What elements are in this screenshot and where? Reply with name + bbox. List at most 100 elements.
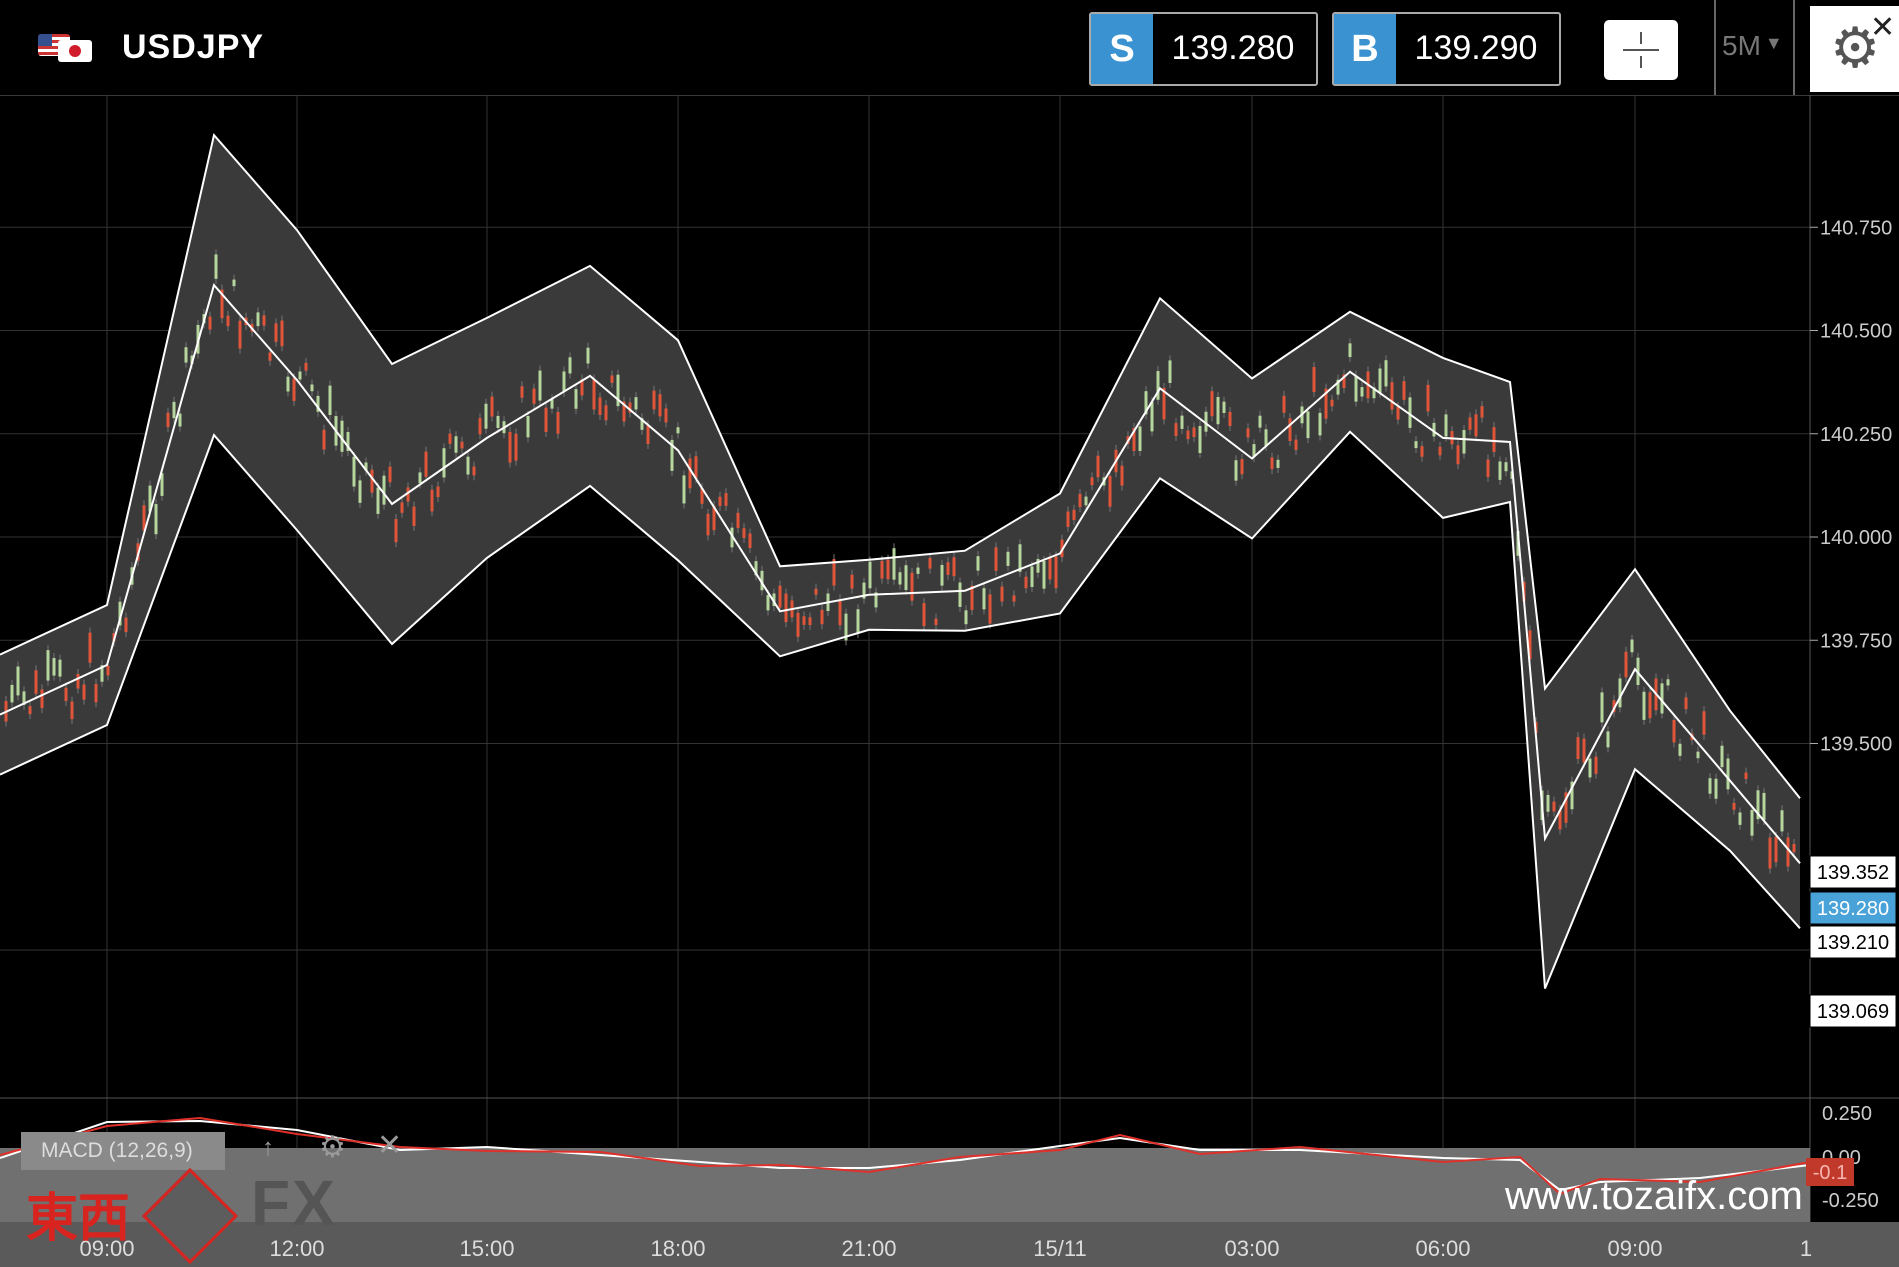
bear-candle (736, 512, 740, 528)
bear-candle (238, 320, 242, 349)
bear-candle (1240, 459, 1244, 475)
bear-candle (718, 496, 722, 506)
bull-candle (1666, 679, 1670, 686)
currency-pair-flags (38, 34, 94, 62)
bear-candle (532, 388, 536, 404)
crosshair-button[interactable] (1604, 20, 1678, 80)
price-tag-label: 139.280 (1817, 898, 1889, 920)
bull-candle (538, 370, 542, 401)
bear-candle (1000, 586, 1004, 602)
price-tag-lower-band (1809, 994, 1897, 1028)
bear-candle (1270, 457, 1274, 470)
bull-candle (1036, 558, 1040, 573)
timeframe-select[interactable]: 5M ▼ (1722, 30, 1783, 62)
bull-candle (232, 279, 236, 287)
bear-candle (166, 412, 170, 428)
bull-candle (640, 418, 644, 430)
bull-candle (1006, 551, 1010, 566)
bear-candle (268, 352, 272, 361)
bull-candle (1444, 414, 1448, 437)
bear-candle (208, 316, 212, 330)
bull-candle (1198, 426, 1202, 454)
bear-candle (664, 408, 668, 423)
bull-candle (22, 691, 26, 705)
price-tick-label: 140.000 (1820, 527, 1892, 549)
brand-logo: 東西 FX (26, 1160, 386, 1265)
bear-candle (994, 547, 998, 571)
sell-button[interactable]: S 139.280 (1089, 12, 1318, 86)
bear-candle (514, 433, 518, 461)
buy-button[interactable]: B 139.290 (1332, 12, 1561, 86)
bull-candle (670, 439, 674, 471)
bull-candle (958, 582, 962, 607)
bull-candle (310, 384, 314, 392)
settings-button[interactable]: ⚙ ✕ (1810, 6, 1899, 92)
bear-candle (1438, 446, 1442, 456)
timeframe-value: 5M (1722, 30, 1761, 61)
bear-candle (1210, 391, 1214, 417)
price-tag-middle-band (1809, 925, 1897, 959)
bear-candle (1054, 556, 1058, 589)
bull-candle (1030, 566, 1034, 587)
symbol-title[interactable]: USDJPY (122, 28, 265, 66)
bull-candle (100, 665, 104, 682)
bear-candle (1012, 595, 1016, 602)
bear-candle (922, 603, 926, 627)
bull-candle (46, 650, 50, 681)
bull-candle (1354, 375, 1358, 402)
bull-candle (1726, 758, 1730, 790)
bear-candle (94, 684, 98, 703)
bull-candle (562, 371, 566, 392)
bear-candle (1312, 367, 1316, 393)
bear-candle (712, 505, 716, 531)
bear-candle (436, 486, 440, 498)
move-up-icon[interactable]: ↑ (262, 1134, 274, 1161)
bear-candle (1294, 439, 1298, 451)
dropdown-arrow-icon: ▼ (1764, 33, 1783, 53)
bear-candle (394, 519, 398, 543)
price-tag-label: 139.210 (1817, 932, 1889, 954)
bull-candle (874, 592, 878, 608)
bear-candle (1078, 493, 1082, 508)
macd-tick-label: 0.250 (1822, 1103, 1872, 1125)
bear-candle (1420, 446, 1424, 457)
bear-candle (226, 315, 230, 327)
gear-icon: ⚙ (1830, 16, 1881, 79)
bull-candle (568, 357, 572, 374)
buy-label: B (1334, 14, 1396, 84)
bear-candle (946, 562, 950, 575)
bull-candle (1018, 544, 1022, 572)
bull-candle (1570, 781, 1574, 810)
bear-candle (1342, 374, 1346, 389)
indicator-settings-icon[interactable]: ⚙ (319, 1131, 346, 1164)
bear-candle (292, 378, 296, 401)
bear-candle (814, 588, 818, 595)
bull-candle (1156, 371, 1160, 400)
bear-candle (658, 394, 662, 417)
bear-candle (1594, 756, 1598, 774)
bull-candle (184, 347, 188, 363)
bear-candle (1396, 406, 1400, 420)
bull-candle (772, 593, 776, 607)
bear-candle (706, 513, 710, 536)
price-tag-label: 139.352 (1817, 862, 1889, 884)
bull-candle (160, 473, 164, 496)
indicator-label[interactable]: MACD (12,26,9) (21, 1132, 225, 1170)
remove-indicator-icon[interactable]: ✕ (377, 1129, 403, 1162)
bull-candle (10, 684, 14, 703)
bull-candle (154, 504, 158, 535)
sell-label: S (1091, 14, 1153, 84)
bear-candle (370, 469, 374, 493)
bear-candle (808, 617, 812, 626)
divider (1793, 0, 1795, 95)
bull-candle (844, 613, 848, 641)
bull-candle (256, 312, 260, 327)
bear-candle (322, 429, 326, 450)
bear-candle (592, 379, 596, 410)
bear-candle (490, 396, 494, 417)
time-tick-label: 18:00 (650, 1236, 705, 1261)
bear-candle (1792, 843, 1796, 853)
bull-candle (1642, 691, 1646, 720)
bull-candle (316, 395, 320, 412)
